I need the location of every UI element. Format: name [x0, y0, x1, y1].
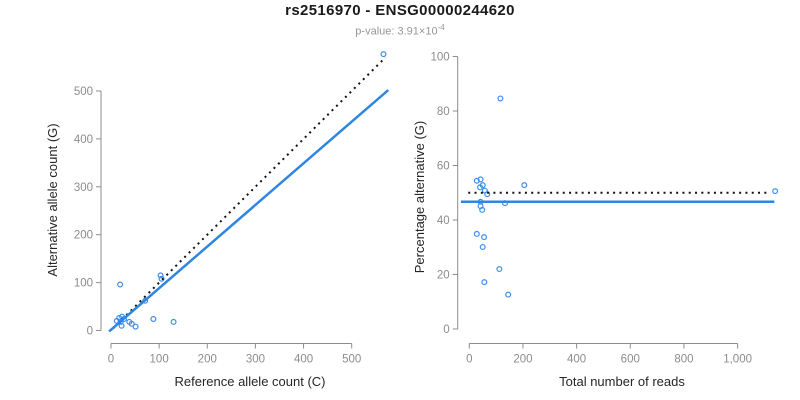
data-point [484, 191, 491, 198]
data-point [380, 51, 387, 58]
y-tick-label: 400 [74, 134, 93, 146]
data-point [497, 95, 504, 102]
data-point [496, 266, 503, 273]
data-point [473, 230, 480, 237]
data-point [479, 206, 486, 213]
p-value-label: p-value: 3.91×10 [355, 25, 438, 38]
data-point [772, 188, 779, 195]
y-tick-label: 0 [87, 326, 93, 338]
p-value-exponent: -4 [437, 23, 445, 32]
data-point [481, 279, 488, 286]
x-tick-label: 300 [246, 354, 265, 366]
y-tick-label: 100 [431, 52, 450, 64]
x-tick-label: 1,000 [723, 354, 752, 366]
data-point [158, 275, 165, 282]
data-point [479, 182, 486, 189]
x-axis-title: Reference allele count (C) [174, 374, 325, 389]
y-tick-label: 100 [74, 278, 93, 290]
x-tick-label: 800 [674, 354, 693, 366]
data-point [479, 243, 486, 250]
data-point [481, 234, 488, 241]
data-point [477, 176, 484, 183]
x-tick-label: 0 [466, 354, 472, 366]
y-tick-label: 200 [74, 230, 93, 242]
data-point [150, 316, 157, 323]
data-point [132, 323, 139, 330]
identity-line [112, 56, 387, 330]
x-tick-label: 500 [342, 354, 361, 366]
y-axis-title: Alternative allele count (G) [45, 123, 60, 276]
regression-line [108, 89, 390, 333]
data-point [118, 322, 125, 329]
chart-subtitle: p-value: 3.91×10-4 [0, 23, 800, 38]
x-axis-title: Total number of reads [559, 374, 685, 389]
y-tick-label: 40 [437, 215, 450, 227]
data-point [117, 281, 124, 288]
y-axis-title: Percentage alternative (G) [412, 121, 427, 273]
y-tick-label: 80 [437, 106, 450, 118]
x-tick-label: 0 [108, 354, 114, 366]
y-tick-label: 20 [437, 270, 450, 282]
data-point [117, 318, 124, 325]
data-point [157, 272, 164, 279]
y-tick-label: 500 [74, 86, 93, 98]
y-tick-label: 60 [437, 161, 450, 173]
x-tick-label: 400 [567, 354, 586, 366]
x-tick-label: 200 [513, 354, 532, 366]
x-tick-label: 100 [150, 354, 169, 366]
x-tick-label: 400 [294, 354, 313, 366]
y-tick-label: 300 [74, 182, 93, 194]
chart-title: rs2516970 - ENSG00000244620 [285, 2, 515, 19]
data-point [521, 182, 528, 189]
x-tick-label: 200 [198, 354, 217, 366]
y-tick-label: 0 [443, 324, 449, 336]
x-tick-label: 600 [621, 354, 640, 366]
data-point [128, 320, 135, 327]
data-point [505, 291, 512, 298]
data-point [170, 318, 177, 325]
